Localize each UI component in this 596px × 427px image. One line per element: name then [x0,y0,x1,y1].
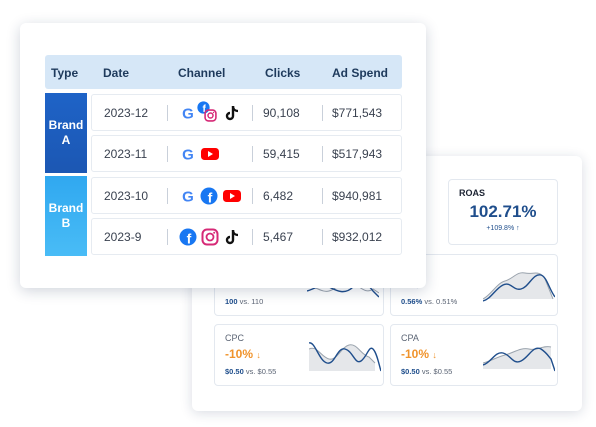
roas-change: +109.8% ↑ [449,225,557,232]
header-type: Type [51,66,79,80]
instagram-icon [201,228,219,246]
cpa-title: CPA [401,333,419,343]
divider [322,229,323,245]
divider [167,105,168,121]
google-icon: G [182,189,194,206]
arrow-up-icon: ↑ [516,225,520,232]
divider [252,105,253,121]
svg-text:f: f [203,104,207,114]
cpc-compare: $0.50 vs. $0.55 [225,367,276,376]
facebook-icon: f [200,187,218,205]
cpc-sparkline [309,342,381,372]
cpa-pct-text: -10% [401,347,430,361]
row-clicks: 5,467 [263,230,294,244]
cpa-sparkline [483,346,555,372]
row-date: 2023-12 [104,106,149,120]
header-date: Date [103,66,130,80]
arrow-down-icon: ↓ [256,350,261,360]
clicks-compare-text: vs. 110 [239,297,264,306]
roas-value: 102.71% [469,202,537,221]
clicks-compare: 100 vs. 110 [225,297,263,306]
tiktok-icon [225,229,239,245]
arrow-down-icon: ↓ [432,350,437,360]
row-ad-spend: $940,981 [332,189,383,203]
row-ad-spend: $517,943 [332,147,383,161]
ctr-compare-text: vs. 0.51% [424,297,458,306]
google-icon: G [182,147,194,164]
divider [167,146,168,162]
header-clicks: Clicks [265,66,301,80]
brand-table-card: Type Date Channel Clicks Ad Spend Brand … [20,23,426,288]
divider [167,229,168,245]
facebook-icon: f [179,228,197,246]
ctr-compare: 0.56% vs. 0.51% [401,297,457,306]
google-icon: G [182,106,194,123]
row-date: 2023-10 [104,189,149,203]
brand-a-cell: Brand A [45,93,87,173]
svg-text:G: G [182,106,194,123]
table-header: Type Date Channel Clicks Ad Spend [45,55,402,89]
divider [167,188,168,204]
instagram-icon [204,109,217,122]
table-row[interactable]: 2023-12 G f 90,108 $771,543 [91,94,402,131]
brand-b-line2: B [61,216,71,230]
row-ad-spend: $771,543 [332,106,383,120]
row-date: 2023-9 [104,230,142,244]
header-ad-spend: Ad Spend [332,66,388,80]
table-row[interactable]: 2023-10 G f 6,482 $940,981 [91,177,402,214]
cpa-compare: $0.50 vs. $0.55 [401,367,452,376]
brand-a-line1: Brand [48,118,84,132]
roas-title: ROAS [459,188,486,198]
divider [322,105,323,121]
row-ad-spend: $932,012 [332,230,383,244]
cpa-compare-value: $0.50 [401,367,420,376]
clicks-compare-value: 100 [225,297,238,306]
divider [252,188,253,204]
roas-card[interactable]: ROAS 102.71% +109.8% ↑ [448,179,558,245]
brand-b-line1: Brand [48,201,84,215]
ctr-sparkline [483,272,555,302]
svg-text:f: f [187,231,192,247]
row-clicks: 59,415 [263,147,300,161]
brand-a-line2: A [61,133,71,147]
tiktok-icon [225,105,239,121]
row-date: 2023-11 [104,147,148,161]
table-row[interactable]: 2023-11 G 59,415 $517,943 [91,135,402,172]
roas-change-text: +109.8% [486,225,515,232]
header-channel: Channel [178,66,226,80]
svg-text:f: f [208,190,213,206]
cpa-card[interactable]: CPA -10% ↓ $0.50 vs. $0.55 [390,324,558,386]
cpc-compare-text: vs. $0.55 [245,367,277,376]
cpc-card[interactable]: CPC -10% ↓ $0.50 vs. $0.55 [214,324,384,386]
table-row[interactable]: 2023-9 f 5,467 $932,012 [91,218,402,255]
cpc-pct: -10% ↓ [225,347,261,361]
divider [322,188,323,204]
cpc-pct-text: -10% [225,347,254,361]
row-clicks: 6,482 [263,189,294,203]
svg-text:G: G [182,189,194,206]
row-clicks: 90,108 [263,106,300,120]
divider [252,229,253,245]
cpc-title: CPC [225,333,245,343]
ctr-compare-value: 0.56% [401,297,423,306]
cpa-pct: -10% ↓ [401,347,437,361]
cpc-compare-value: $0.50 [225,367,244,376]
youtube-icon [201,148,219,160]
divider [252,146,253,162]
divider [322,146,323,162]
brand-b-cell: Brand B [45,176,87,256]
youtube-icon [223,190,241,202]
cpa-compare-text: vs. $0.55 [421,367,453,376]
svg-text:G: G [182,147,194,164]
